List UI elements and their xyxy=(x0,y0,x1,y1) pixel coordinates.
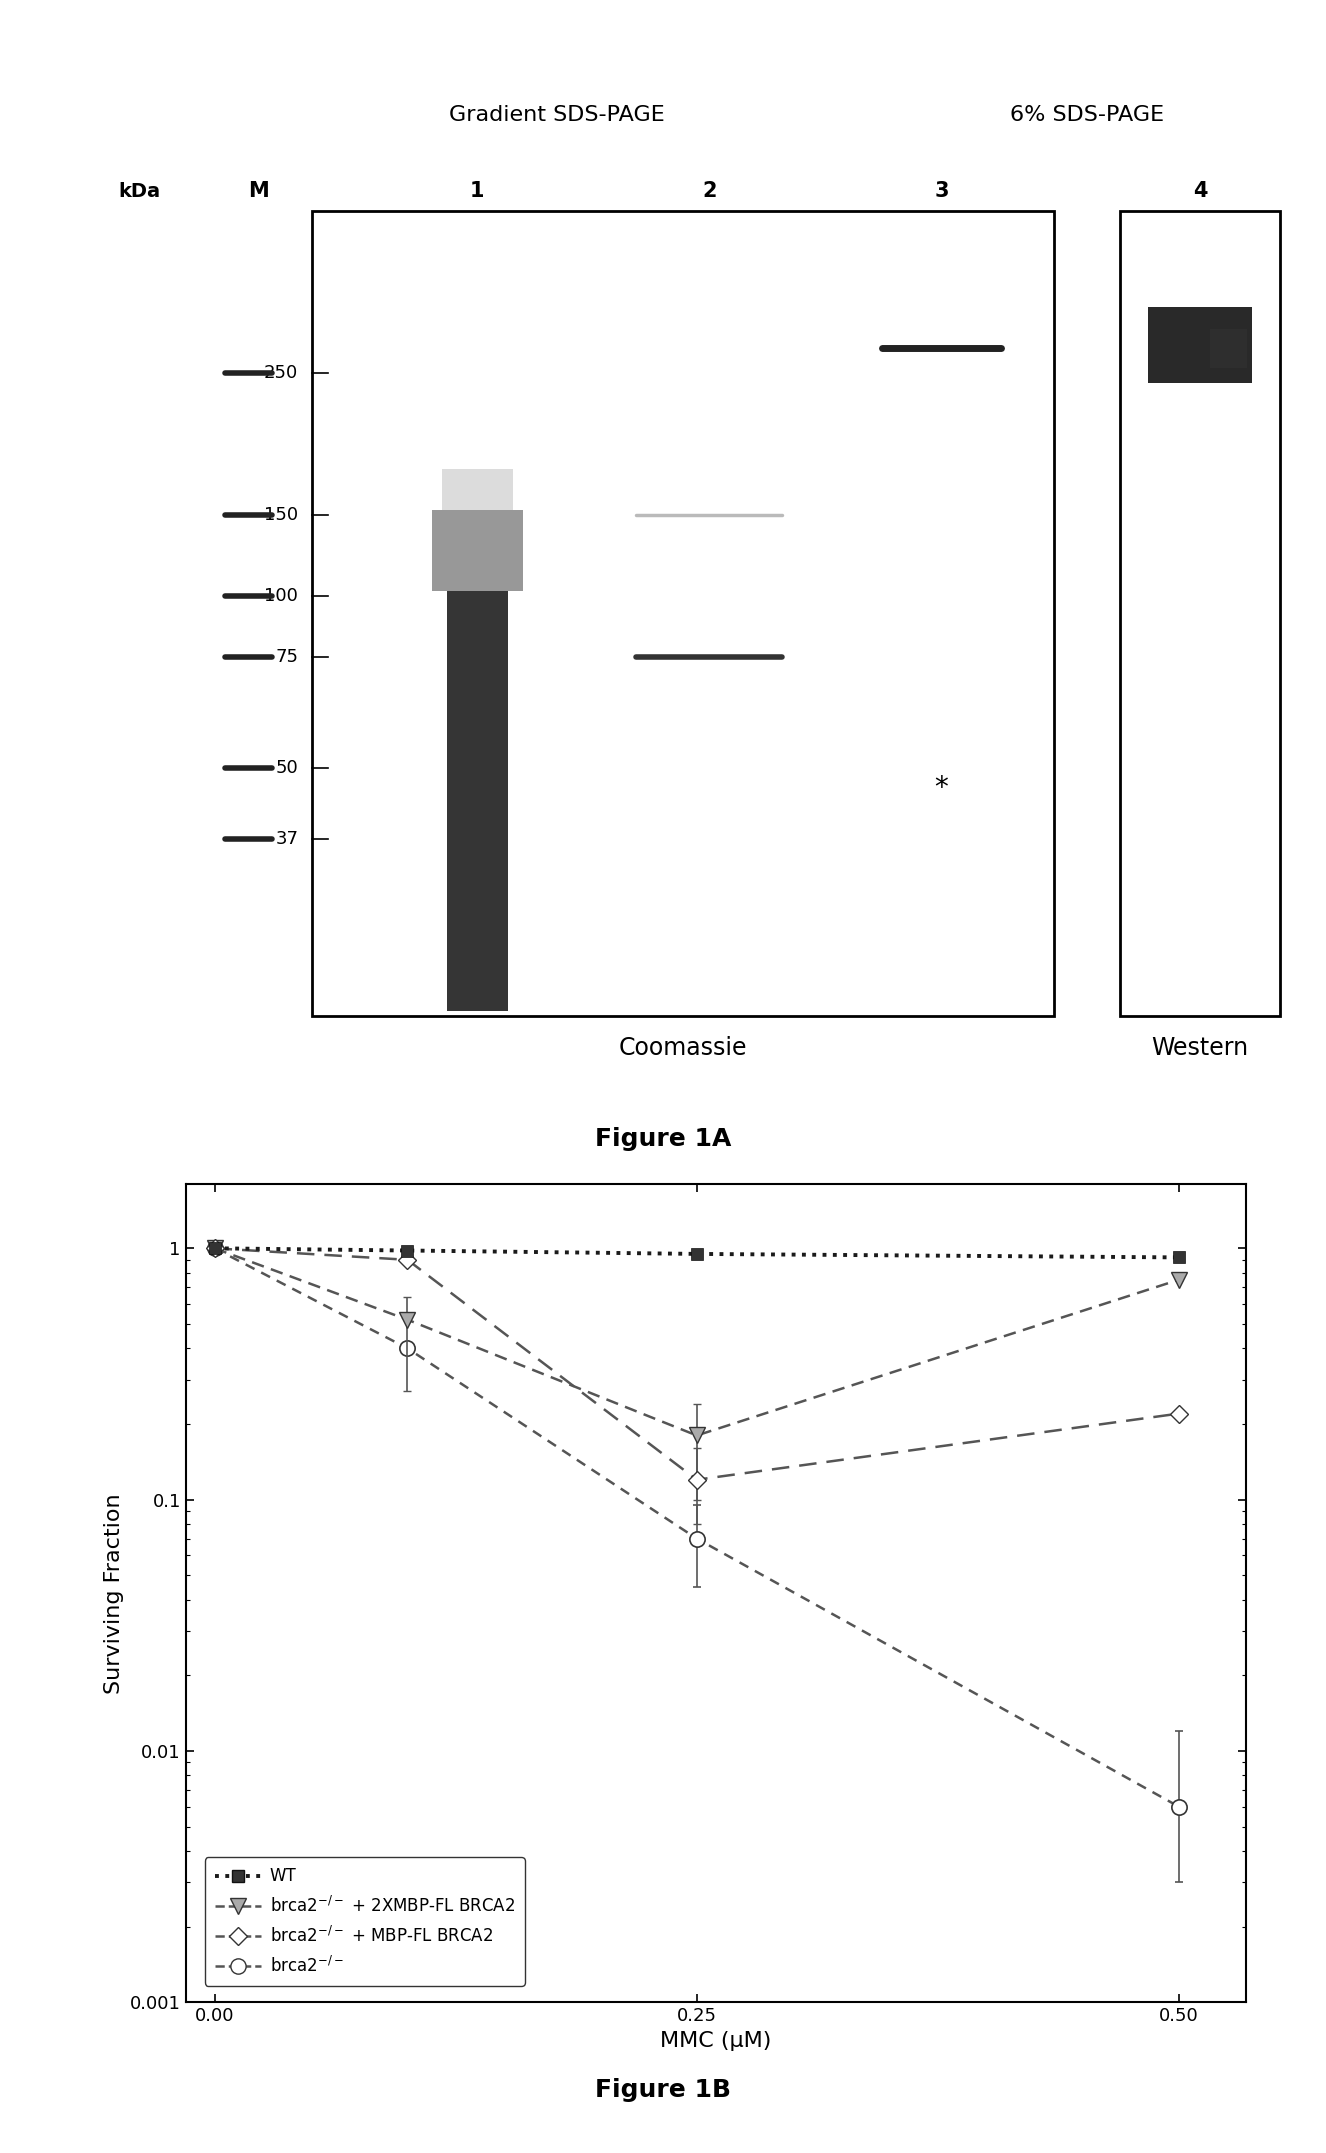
Text: 100: 100 xyxy=(264,588,298,605)
Bar xyxy=(1120,211,1280,1016)
Text: Figure 1A: Figure 1A xyxy=(595,1128,731,1152)
Text: 2: 2 xyxy=(703,181,716,200)
Bar xyxy=(1211,329,1246,368)
Y-axis label: Surviving Fraction: Surviving Fraction xyxy=(105,1492,125,1694)
Text: Gradient SDS-PAGE: Gradient SDS-PAGE xyxy=(450,105,664,125)
Text: 37: 37 xyxy=(276,829,298,848)
Text: 250: 250 xyxy=(264,364,298,383)
Text: M: M xyxy=(248,181,269,200)
Text: 3: 3 xyxy=(935,181,948,200)
Text: *: * xyxy=(935,775,948,803)
Bar xyxy=(1148,308,1252,383)
Bar xyxy=(312,211,1054,1016)
Text: kDa: kDa xyxy=(118,181,160,200)
Text: Coomassie: Coomassie xyxy=(619,1036,747,1059)
Legend: WT, brca2$^{-/-}$ + 2XMBP-FL BRCA2, brca2$^{-/-}$ + MBP-FL BRCA2, brca2$^{-/-}$: WT, brca2$^{-/-}$ + 2XMBP-FL BRCA2, brca… xyxy=(204,1858,525,1985)
Text: 150: 150 xyxy=(264,506,298,523)
Bar xyxy=(432,510,522,590)
Text: 1: 1 xyxy=(471,181,484,200)
Text: 75: 75 xyxy=(276,648,298,665)
Text: 50: 50 xyxy=(276,758,298,777)
Text: Figure 1B: Figure 1B xyxy=(595,2078,731,2101)
Text: Western: Western xyxy=(1151,1036,1249,1059)
Text: 6% SDS-PAGE: 6% SDS-PAGE xyxy=(1010,105,1164,125)
Bar xyxy=(447,590,508,1010)
Text: 4: 4 xyxy=(1193,181,1207,200)
Bar xyxy=(442,469,513,510)
X-axis label: MMC (μM): MMC (μM) xyxy=(660,2030,772,2050)
